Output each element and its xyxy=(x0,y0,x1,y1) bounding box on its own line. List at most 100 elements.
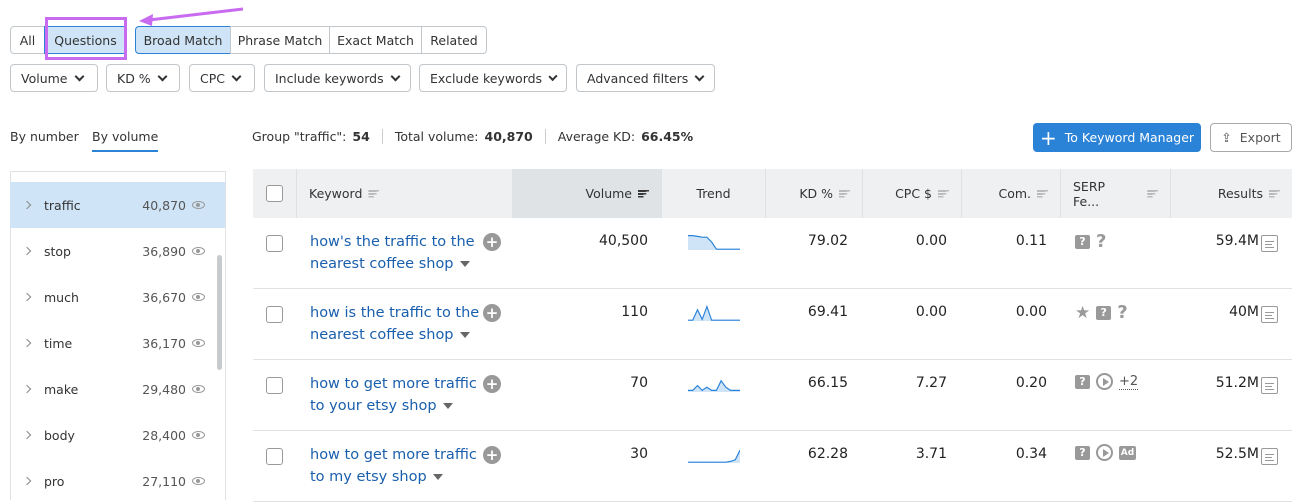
trend-line xyxy=(688,449,740,463)
eye-icon[interactable] xyxy=(192,477,205,485)
keyword-text: how's the traffic to the nearest coffee … xyxy=(310,234,475,272)
highlight-box xyxy=(45,17,127,60)
keyword-link[interactable]: how is the traffic to the nearest coffee… xyxy=(310,302,480,346)
filter-label: Volume xyxy=(21,70,68,86)
group-name: body xyxy=(44,427,75,443)
header-kd[interactable]: KD % xyxy=(766,169,863,218)
group-count: 27,110 xyxy=(142,473,186,489)
serp-document-icon[interactable] xyxy=(1261,235,1278,252)
scrollbar[interactable] xyxy=(217,255,222,370)
filter-exclude-keywords[interactable]: Exclude keywords xyxy=(419,64,567,92)
row-checkbox[interactable] xyxy=(266,377,283,394)
add-keyword-icon[interactable]: + xyxy=(483,233,501,251)
group-item[interactable]: stop 36,890 xyxy=(10,228,225,274)
serp-document-icon[interactable] xyxy=(1261,306,1278,323)
group-name: time xyxy=(44,335,73,351)
chevron-right-icon[interactable] xyxy=(22,292,32,302)
header-label: KD % xyxy=(799,186,833,201)
header-cpc[interactable]: CPC $ xyxy=(863,169,962,218)
group-item[interactable]: time 36,170 xyxy=(10,320,225,366)
eye-icon[interactable] xyxy=(192,201,205,209)
chevron-right-icon[interactable] xyxy=(22,430,32,440)
group-item[interactable]: traffic 40,870 xyxy=(10,182,225,228)
tab-label: Phrase Match xyxy=(237,32,323,48)
trend-sparkline xyxy=(688,449,740,463)
select-all-checkbox[interactable] xyxy=(266,185,283,202)
chevron-down-icon xyxy=(231,71,242,81)
row-checkbox[interactable] xyxy=(266,235,283,252)
tab-broad-match[interactable]: Broad Match xyxy=(135,26,231,54)
keyword-link[interactable]: how to get more traffic to your etsy sho… xyxy=(310,373,480,417)
eye-icon[interactable] xyxy=(192,247,205,255)
eye-icon[interactable] xyxy=(192,385,205,393)
add-keyword-icon[interactable]: + xyxy=(483,446,501,464)
ad-icon: Ad xyxy=(1119,445,1136,460)
serp-document-icon[interactable] xyxy=(1261,448,1278,465)
header-volume[interactable]: Volume xyxy=(513,169,662,218)
tab-questions[interactable]: Questions xyxy=(44,26,127,54)
keyword-link[interactable]: how's the traffic to the nearest coffee … xyxy=(310,231,480,275)
group-item[interactable]: much 36,670 xyxy=(10,274,225,320)
chevron-down-icon xyxy=(157,71,168,81)
table-row: how's the traffic to the nearest coffee … xyxy=(253,218,1292,289)
filter-kd[interactable]: KD % xyxy=(106,64,180,92)
group-item[interactable]: pro 27,110 xyxy=(10,458,225,504)
filter-label: CPC xyxy=(200,70,225,86)
serp-document-icon[interactable] xyxy=(1261,377,1278,394)
cpc-value: 0.00 xyxy=(915,233,947,249)
chevron-right-icon[interactable] xyxy=(22,246,32,256)
trend-line xyxy=(688,305,740,321)
caret-down-icon[interactable] xyxy=(432,474,443,480)
filter-label: Include keywords xyxy=(275,70,384,86)
filter-include-keywords[interactable]: Include keywords xyxy=(264,64,411,92)
export-button[interactable]: ⇪ Export xyxy=(1210,123,1292,152)
filter-volume[interactable]: Volume xyxy=(10,64,98,92)
eye-icon[interactable] xyxy=(192,293,205,301)
filter-cpc[interactable]: CPC xyxy=(189,64,255,92)
add-keyword-icon[interactable]: + xyxy=(483,304,501,322)
row-checkbox[interactable] xyxy=(266,448,283,465)
header-keyword[interactable]: Keyword xyxy=(297,169,513,218)
cpc-value: 3.71 xyxy=(915,446,947,462)
tab-exact-match[interactable]: Exact Match xyxy=(329,26,422,54)
keyword-text: how to get more traffic to my etsy shop xyxy=(310,447,477,485)
com-value: 0.00 xyxy=(1015,304,1047,320)
group-name: stop xyxy=(44,243,71,259)
total-label: Total volume: xyxy=(394,129,479,144)
to-keyword-manager-button[interactable]: + To Keyword Manager xyxy=(1033,123,1201,152)
faq-icon: ? xyxy=(1096,305,1112,320)
chevron-right-icon[interactable] xyxy=(22,476,32,486)
tab-phrase-match[interactable]: Phrase Match xyxy=(230,26,330,54)
row-checkbox[interactable] xyxy=(266,306,283,323)
eye-icon[interactable] xyxy=(192,431,205,439)
caret-down-icon[interactable] xyxy=(459,332,470,338)
header-com[interactable]: Com. xyxy=(962,169,1061,218)
chevron-right-icon[interactable] xyxy=(22,338,32,348)
kd-value: 79.02 xyxy=(807,233,848,249)
eye-icon[interactable] xyxy=(192,339,205,347)
group-item[interactable]: body 28,400 xyxy=(10,412,225,458)
caret-down-icon[interactable] xyxy=(442,403,453,409)
serp-more-link[interactable]: +2 xyxy=(1119,373,1139,390)
group-value: 54 xyxy=(352,129,370,144)
chevron-right-icon[interactable] xyxy=(22,200,32,210)
header-serp[interactable]: SERP Fe... xyxy=(1061,169,1171,218)
header-label: CPC $ xyxy=(895,186,932,201)
group-item[interactable]: make 29,480 xyxy=(10,366,225,412)
caret-down-icon[interactable] xyxy=(459,261,470,267)
tab-by-number[interactable]: By number xyxy=(10,129,79,144)
tab-by-volume[interactable]: By volume xyxy=(92,129,159,152)
keyword-link[interactable]: how to get more traffic to my etsy shop xyxy=(310,444,480,488)
volume-value: 110 xyxy=(621,304,648,320)
button-label: To Keyword Manager xyxy=(1064,130,1195,145)
filter-label: Exclude keywords xyxy=(430,70,543,86)
chevron-right-icon[interactable] xyxy=(22,384,32,394)
serp-features: ? +2 xyxy=(1075,373,1139,390)
cpc-value: 7.27 xyxy=(915,375,947,391)
add-keyword-icon[interactable]: + xyxy=(483,375,501,393)
header-results[interactable]: Results xyxy=(1171,169,1292,218)
chevron-down-icon xyxy=(74,71,84,81)
tab-related[interactable]: Related xyxy=(421,26,487,54)
filter-advanced[interactable]: Advanced filters xyxy=(576,64,715,92)
tab-all[interactable]: All xyxy=(10,26,45,54)
